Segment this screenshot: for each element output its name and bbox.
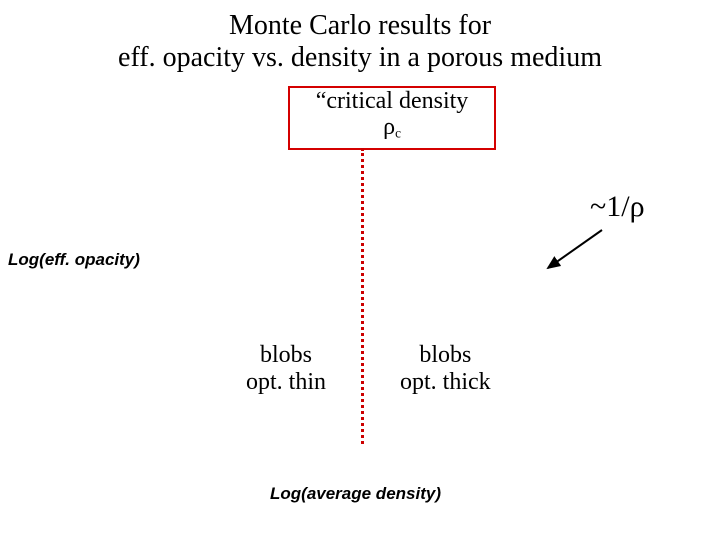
blobs-thick-l1: blobs — [419, 342, 471, 368]
arrow-line — [548, 230, 602, 268]
y-axis-label: Log(eff. opacity) — [8, 250, 140, 270]
y-axis-text: Log(eff. opacity) — [8, 250, 140, 269]
blobs-thin-l2: opt. thin — [246, 369, 326, 395]
blobs-thick-l2: opt. thick — [400, 369, 491, 395]
blobs-thin-l1: blobs — [260, 342, 312, 368]
arrow-svg — [0, 0, 720, 540]
blobs-thin-label: blobs opt. thin — [246, 342, 326, 396]
x-axis-label: Log(average density) — [270, 484, 441, 504]
blobs-thick-label: blobs opt. thick — [400, 342, 491, 396]
x-axis-text: Log(average density) — [270, 484, 441, 503]
